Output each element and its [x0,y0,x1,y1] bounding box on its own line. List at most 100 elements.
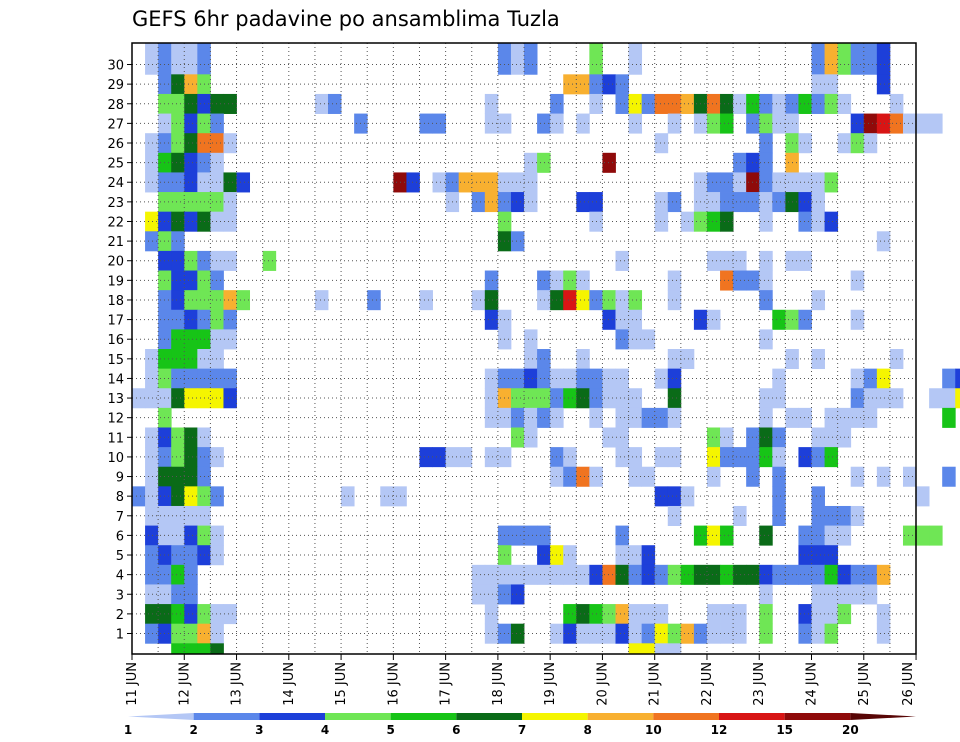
heatmap-cell [772,486,786,507]
heatmap-cell [863,43,878,75]
heatmap-cell [484,623,499,644]
heatmap-cell [680,623,695,644]
heatmap-cell [824,93,839,114]
heatmap-cell [955,368,960,389]
heatmap-cell [929,388,943,409]
chart-title: GEFS 6hr padavine po ansamblima Tuzla [132,7,560,31]
y-tick-label: 15 [107,353,124,368]
x-tick-label: 11 JUN [125,662,140,706]
heatmap-cell [720,623,734,644]
heatmap-cell [824,74,839,95]
heatmap-cell [537,407,551,428]
heatmap-cell [772,172,786,193]
heatmap-cell [184,211,198,232]
x-tick-label: 14 JUN [282,662,297,706]
heatmap-cell [850,584,865,605]
heatmap-cell [706,525,721,546]
heatmap-cell [145,368,159,389]
heatmap-cell [772,368,786,389]
heatmap-cell [210,290,224,311]
heatmap-cell [850,270,865,291]
heatmap-cell [811,447,825,468]
y-tick-label: 27 [107,117,124,132]
heatmap-cell [145,388,159,409]
heatmap-cell [929,525,943,546]
heatmap-cell [615,388,629,409]
heatmap-cell [615,309,629,330]
legend-label: 10 [645,723,662,737]
heatmap-cell [419,290,433,311]
legend-label: 8 [583,723,591,737]
y-tick-label: 28 [107,98,124,113]
legend-swatch [390,713,457,720]
heatmap-cell [798,250,812,271]
heatmap-cell [798,172,812,193]
heatmap-cell [667,388,682,409]
heatmap-cell [602,623,616,644]
heatmap-cell [720,564,734,585]
heatmap-cell [628,309,643,330]
heatmap-cells [132,43,960,655]
heatmap-cell [720,604,734,625]
heatmap-cell [824,584,839,605]
heatmap-cell [772,192,786,213]
heatmap-cell [563,290,577,311]
heatmap-cell [615,564,629,585]
heatmap-cell [798,604,812,625]
y-tick-label: 3 [116,588,124,603]
heatmap-cell [706,466,721,487]
heatmap-cell [876,231,891,252]
heatmap-cell [171,152,185,173]
heatmap-cell [811,623,825,644]
x-tick-label: 22 JUN [700,662,715,706]
heatmap-cell [654,447,669,468]
y-tick-label: 9 [116,471,124,486]
heatmap-cell [458,172,473,193]
heatmap-cell [484,290,499,311]
heatmap-cell [184,192,198,213]
heatmap-cell [210,329,224,350]
legend-swatch [193,713,260,720]
heatmap-cell [576,623,590,644]
heatmap-cell [798,623,812,644]
heatmap-cell [510,172,525,193]
heatmap-cell [184,93,198,114]
heatmap-cell [876,74,891,95]
heatmap-cell [876,368,891,389]
heatmap-cell [210,309,224,330]
heatmap-cell [628,447,643,468]
heatmap-cell [798,133,812,154]
legend-label: 4 [321,723,329,737]
heatmap-cell [916,113,930,134]
heatmap-cell [667,113,682,134]
heatmap-cell [484,172,499,193]
heatmap-cell [184,270,198,291]
heatmap-cell [955,388,960,409]
heatmap-cell [145,564,159,585]
heatmap-cell [667,623,682,644]
heatmap-cell [510,368,525,389]
heatmap-cell [145,466,159,487]
heatmap-cell [759,133,773,154]
heatmap-cell [184,466,198,487]
heatmap-cell [184,447,198,468]
heatmap-cell [706,93,721,114]
heatmap-cell [484,368,499,389]
heatmap-cell [184,290,198,311]
color-legend: 1 2 3 4 5 6 7 8 10 12 15 20 [124,713,916,737]
heatmap-cell [171,172,185,193]
heatmap-cell [171,623,185,644]
x-tick-label: 20 JUN [595,662,610,706]
x-tick-label: 17 JUN [439,662,454,706]
heatmap-cell [811,93,825,114]
heatmap-cell [510,192,525,213]
heatmap-cell [419,113,433,134]
heatmap-cell [837,43,852,75]
heatmap-cell [759,290,773,311]
heatmap-cell [132,486,146,507]
y-tick-label: 5 [116,549,124,564]
heatmap-cell [563,447,577,468]
heatmap-cell [184,388,198,409]
y-tick-label: 4 [116,569,124,584]
heatmap-cell [184,427,198,448]
